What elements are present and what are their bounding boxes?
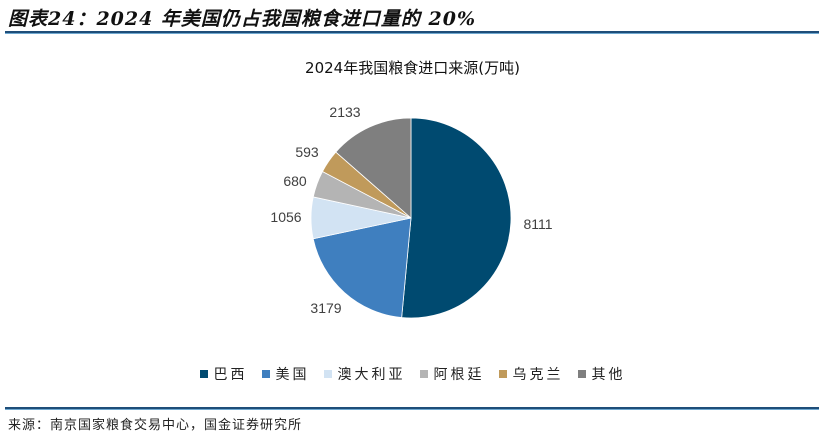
legend-item: 乌克兰	[498, 364, 564, 384]
legend-label: 巴西	[213, 367, 248, 383]
legend-swatch-icon	[419, 370, 428, 378]
pie-slice-巴西	[401, 117, 512, 319]
pie-slice-其他	[335, 117, 412, 219]
chart-legend: 巴西 美国 澳大利亚 阿根廷 乌克兰 其他	[0, 364, 825, 384]
chart-title: 2024年我国粮食进口来源(万吨)	[305, 59, 520, 77]
bottom-divider-accent	[5, 409, 819, 410]
legend-item: 美国	[261, 364, 310, 384]
top-divider-accent	[5, 33, 819, 34]
bottom-divider	[5, 407, 819, 409]
data-label: 680	[283, 173, 307, 189]
legend-label: 阿根廷	[433, 367, 485, 383]
legend-item: 其他	[577, 364, 626, 384]
legend-swatch-icon	[498, 370, 507, 378]
legend-label: 乌克兰	[512, 367, 564, 383]
legend-swatch-icon	[577, 370, 586, 378]
legend-swatch-icon	[323, 370, 332, 378]
pie-data-labels: 8111 3179 1056 680 593 2133	[270, 104, 552, 316]
legend-swatch-icon	[199, 370, 208, 378]
pie-slices	[310, 117, 512, 319]
pie-slice-美国	[312, 217, 412, 318]
legend-swatch-icon	[261, 370, 270, 378]
legend-item: 巴西	[199, 364, 248, 384]
figure-title: 图表24：2024 年美国仍占我国粮食进口量的 20%	[8, 8, 477, 30]
legend-label: 其他	[591, 367, 626, 383]
data-label: 2133	[329, 104, 360, 120]
legend-label: 美国	[275, 367, 310, 383]
data-label: 3179	[310, 300, 341, 316]
data-label: 1056	[270, 209, 301, 225]
legend-label: 澳大利亚	[337, 367, 406, 383]
data-label: 593	[295, 144, 319, 160]
legend-item: 澳大利亚	[323, 364, 406, 384]
data-label: 8111	[523, 216, 552, 232]
source-note: 来源：南京国家粮食交易中心，国金证券研究所	[8, 418, 303, 433]
legend-item: 阿根廷	[419, 364, 485, 384]
top-divider	[5, 31, 819, 33]
